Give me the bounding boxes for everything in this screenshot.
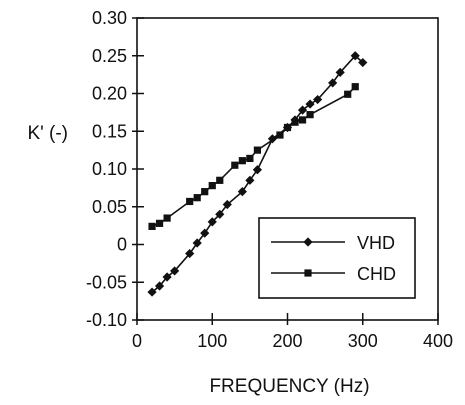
- data-point-diamond: [185, 248, 195, 259]
- data-point-diamond: [305, 99, 315, 109]
- legend: VHD CHD: [258, 217, 416, 299]
- data-point-square: [208, 182, 216, 190]
- data-point-square: [306, 111, 314, 119]
- y-tick-label: 0.05: [92, 197, 127, 217]
- data-point-diamond: [328, 78, 338, 88]
- data-point-diamond: [335, 67, 345, 77]
- legend-item-chd: CHD: [271, 264, 396, 284]
- data-point-diamond: [222, 199, 232, 210]
- data-point-square: [304, 269, 312, 277]
- data-point-diamond: [358, 57, 368, 68]
- data-point-diamond: [200, 228, 210, 238]
- plot-frame: [136, 17, 439, 321]
- data-point-diamond: [147, 287, 157, 297]
- y-tick-label: 0: [117, 235, 127, 255]
- data-point-square: [344, 90, 352, 98]
- data-point-diamond: [170, 266, 180, 276]
- x-tick-label: 100: [197, 331, 227, 351]
- series-line: [151, 86, 356, 228]
- y-axis-label: K' (-): [27, 123, 68, 144]
- data-point-diamond: [350, 51, 360, 61]
- data-point-square: [216, 176, 224, 184]
- data-point-diamond: [154, 281, 165, 291]
- data-point-diamond: [162, 272, 172, 282]
- y-tick-label: -0.10: [86, 310, 127, 330]
- data-point-diamond: [267, 134, 278, 144]
- y-axis-ticks: 0.30 0.25 0.20 0.15 0.10 0.05 0 -0.05 -0.10: [86, 8, 144, 330]
- x-tick-label: 0: [132, 331, 142, 351]
- data-point-square: [163, 214, 171, 222]
- data-point-diamond: [192, 238, 202, 248]
- data-point-square: [231, 161, 239, 169]
- legend-item-vhd: VHD: [271, 233, 395, 253]
- data-point-diamond: [237, 187, 247, 197]
- x-tick-label: 200: [272, 331, 302, 351]
- x-tick-label: 300: [348, 331, 378, 351]
- y-tick-label: 0.30: [92, 8, 127, 28]
- data-point-square: [246, 154, 254, 163]
- data-point-square: [148, 222, 156, 230]
- y-tick-label: 0.25: [92, 46, 127, 66]
- data-point-square: [155, 219, 164, 227]
- series-chd: [148, 83, 359, 230]
- data-point-square: [351, 83, 359, 91]
- data-point-square: [298, 116, 307, 124]
- data-point-square: [291, 118, 299, 126]
- data-point-square: [193, 194, 201, 202]
- y-tick-label: 0.20: [92, 84, 127, 104]
- data-point-square: [186, 197, 194, 206]
- series-vhd: [147, 51, 368, 297]
- data-point-square: [276, 131, 284, 139]
- data-point-diamond: [207, 217, 217, 227]
- legend-box: [258, 217, 416, 299]
- y-tick-label: 0.15: [92, 121, 127, 141]
- x-tick-label: 400: [423, 331, 453, 351]
- x-axis-ticks: 0 100 200 300 400: [132, 313, 453, 351]
- x-axis-label: FREQUENCY (Hz): [209, 376, 369, 397]
- y-tick-label: 0.10: [92, 159, 127, 179]
- data-point-diamond: [215, 209, 225, 219]
- data-point-square: [238, 157, 246, 165]
- legend-label: VHD: [357, 233, 395, 253]
- data-point-diamond: [252, 165, 262, 175]
- data-point-diamond: [297, 105, 308, 115]
- data-point-diamond: [245, 175, 255, 185]
- series-layer: [147, 51, 368, 297]
- data-point-square: [201, 188, 209, 196]
- data-point-square: [283, 123, 292, 132]
- legend-label: CHD: [357, 264, 396, 284]
- data-point-square: [253, 146, 261, 154]
- data-point-diamond: [303, 237, 313, 247]
- y-tick-label: -0.05: [86, 272, 127, 292]
- data-point-diamond: [313, 94, 323, 105]
